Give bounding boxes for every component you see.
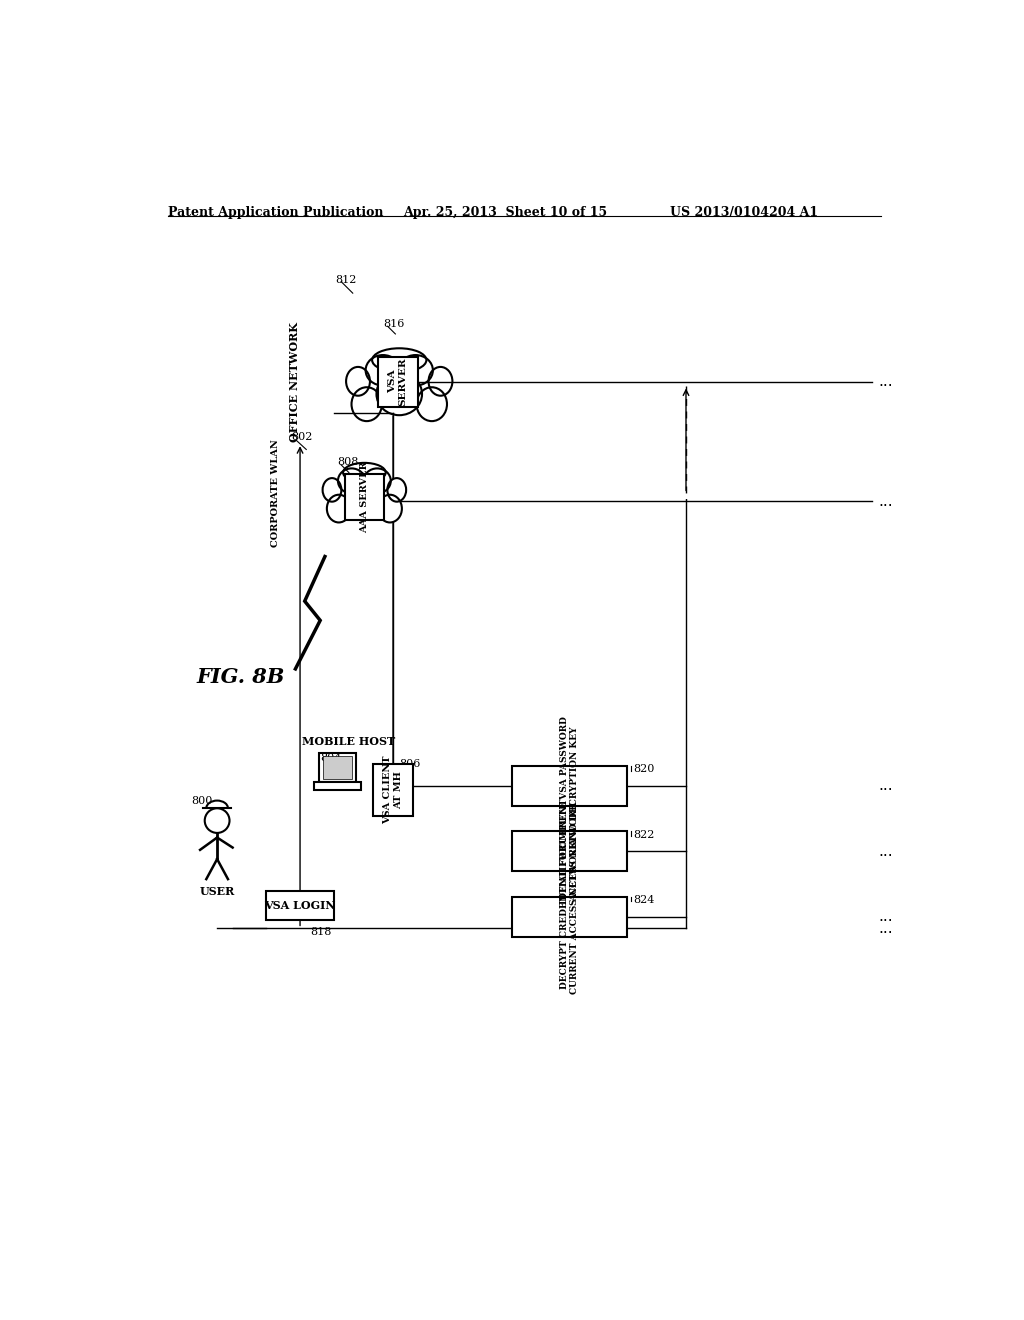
Text: VSA CLIENT
AT MH: VSA CLIENT AT MH <box>383 755 402 824</box>
FancyBboxPatch shape <box>323 756 352 779</box>
Text: USER: USER <box>200 886 234 898</box>
Ellipse shape <box>366 355 400 385</box>
Text: COMPUTE VSA PASSWORD
AND DECRYPTION KEY: COMPUTE VSA PASSWORD AND DECRYPTION KEY <box>560 717 580 855</box>
Text: 818: 818 <box>310 927 332 937</box>
Ellipse shape <box>346 483 382 517</box>
Text: VSA LOGIN: VSA LOGIN <box>264 900 336 911</box>
Text: 820: 820 <box>633 764 654 775</box>
Ellipse shape <box>387 478 407 502</box>
Ellipse shape <box>429 367 453 396</box>
Text: 822: 822 <box>633 830 654 840</box>
Text: 806: 806 <box>399 759 421 770</box>
Text: ...: ... <box>879 909 893 924</box>
FancyBboxPatch shape <box>266 891 334 920</box>
Text: Patent Application Publication: Patent Application Publication <box>168 206 384 219</box>
Text: 808: 808 <box>337 457 358 467</box>
Text: VSA
SERVER: VSA SERVER <box>388 358 408 407</box>
FancyBboxPatch shape <box>373 763 414 816</box>
Text: 804: 804 <box>321 752 342 763</box>
Text: ...: ... <box>879 374 893 389</box>
Text: 824: 824 <box>633 895 654 906</box>
Text: 816: 816 <box>384 318 406 329</box>
Ellipse shape <box>338 469 366 494</box>
Ellipse shape <box>343 463 386 482</box>
Text: 802: 802 <box>291 432 312 442</box>
FancyBboxPatch shape <box>318 752 356 781</box>
Ellipse shape <box>364 469 391 494</box>
FancyBboxPatch shape <box>512 832 627 871</box>
Text: OFFICE NETWORK: OFFICE NETWORK <box>289 322 300 442</box>
Ellipse shape <box>327 495 351 523</box>
FancyBboxPatch shape <box>512 896 627 937</box>
Text: CORPORATE WLAN: CORPORATE WLAN <box>270 440 280 548</box>
Text: ...: ... <box>879 843 893 859</box>
Text: MOBILE HOST: MOBILE HOST <box>302 737 395 747</box>
Ellipse shape <box>346 367 370 396</box>
Text: ...: ... <box>879 494 893 508</box>
FancyBboxPatch shape <box>314 781 360 789</box>
Text: FIG. 8B: FIG. 8B <box>197 667 285 686</box>
Text: DECRYPT CREDENTIAL FOR
CURRENT ACCESS NETWORK: DECRYPT CREDENTIAL FOR CURRENT ACCESS NE… <box>560 840 580 994</box>
Ellipse shape <box>372 348 426 372</box>
Text: ...: ... <box>879 779 893 793</box>
FancyBboxPatch shape <box>345 474 384 520</box>
FancyBboxPatch shape <box>378 356 418 407</box>
Text: ...: ... <box>879 921 893 936</box>
Ellipse shape <box>351 387 382 421</box>
Text: Apr. 25, 2013  Sheet 10 of 15: Apr. 25, 2013 Sheet 10 of 15 <box>403 206 607 219</box>
Text: AAA SERVER: AAA SERVER <box>359 461 369 533</box>
Ellipse shape <box>417 387 447 421</box>
Ellipse shape <box>377 372 422 416</box>
Text: IDENTIFY CURRENT
ACCESS NETWORK: IDENTIFY CURRENT ACCESS NETWORK <box>560 799 580 904</box>
Ellipse shape <box>323 478 341 502</box>
FancyBboxPatch shape <box>512 766 627 807</box>
Text: 800: 800 <box>191 796 213 807</box>
Text: 812: 812 <box>336 276 357 285</box>
Text: US 2013/0104204 A1: US 2013/0104204 A1 <box>671 206 818 219</box>
Circle shape <box>205 808 229 833</box>
Ellipse shape <box>378 495 401 523</box>
Ellipse shape <box>398 355 433 385</box>
